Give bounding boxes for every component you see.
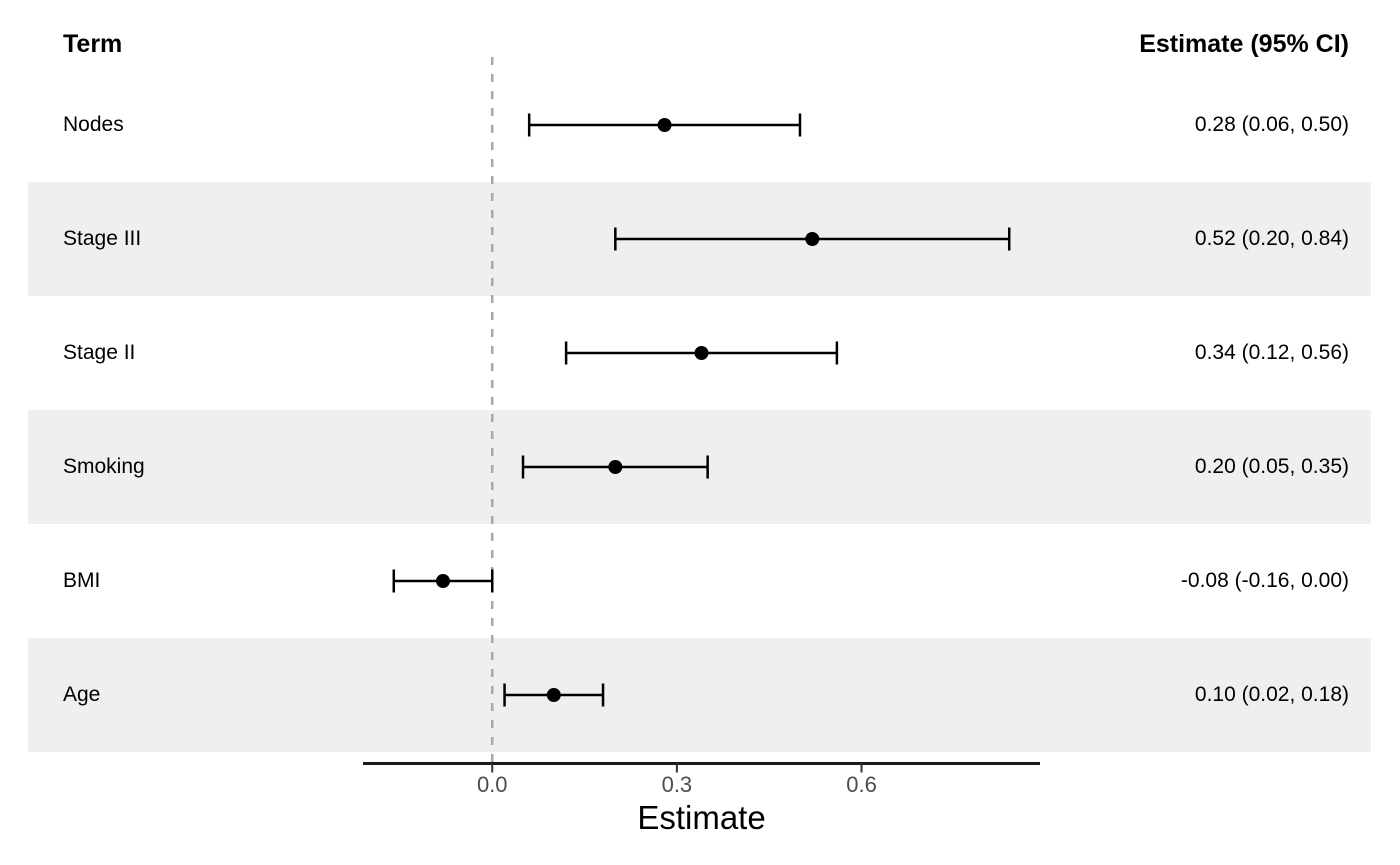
estimate-ci-label: 0.20 (0.05, 0.35) xyxy=(1194,455,1349,478)
x-axis-tick-label: 0.6 xyxy=(846,772,877,797)
estimate-ci-label: -0.08 (-0.16, 0.00) xyxy=(1180,569,1349,592)
term-column-header: Term xyxy=(63,30,123,58)
estimate-point xyxy=(608,460,623,474)
term-label: Age xyxy=(63,683,101,706)
estimate-column-header: Estimate (95% CI) xyxy=(1139,30,1349,58)
estimate-point xyxy=(657,118,672,132)
estimate-ci-label: 0.28 (0.06, 0.50) xyxy=(1194,113,1349,136)
term-label: Stage II xyxy=(63,341,136,364)
estimate-point xyxy=(546,688,561,702)
estimate-ci-label: 0.52 (0.20, 0.84) xyxy=(1194,227,1349,250)
term-label: BMI xyxy=(63,569,101,592)
x-axis-title: Estimate xyxy=(637,799,766,836)
term-label: Nodes xyxy=(63,113,124,136)
estimate-ci-label: 0.10 (0.02, 0.18) xyxy=(1194,683,1349,706)
table-row-band xyxy=(28,638,1371,752)
term-label: Stage III xyxy=(63,227,142,250)
estimate-point xyxy=(436,574,451,588)
estimate-ci-label: 0.34 (0.12, 0.56) xyxy=(1194,341,1349,364)
x-axis-tick-label: 0.0 xyxy=(476,772,508,797)
term-label: Smoking xyxy=(63,455,145,478)
estimate-point xyxy=(805,232,820,246)
x-axis-tick-label: 0.3 xyxy=(661,772,693,797)
estimate-point xyxy=(694,346,709,360)
